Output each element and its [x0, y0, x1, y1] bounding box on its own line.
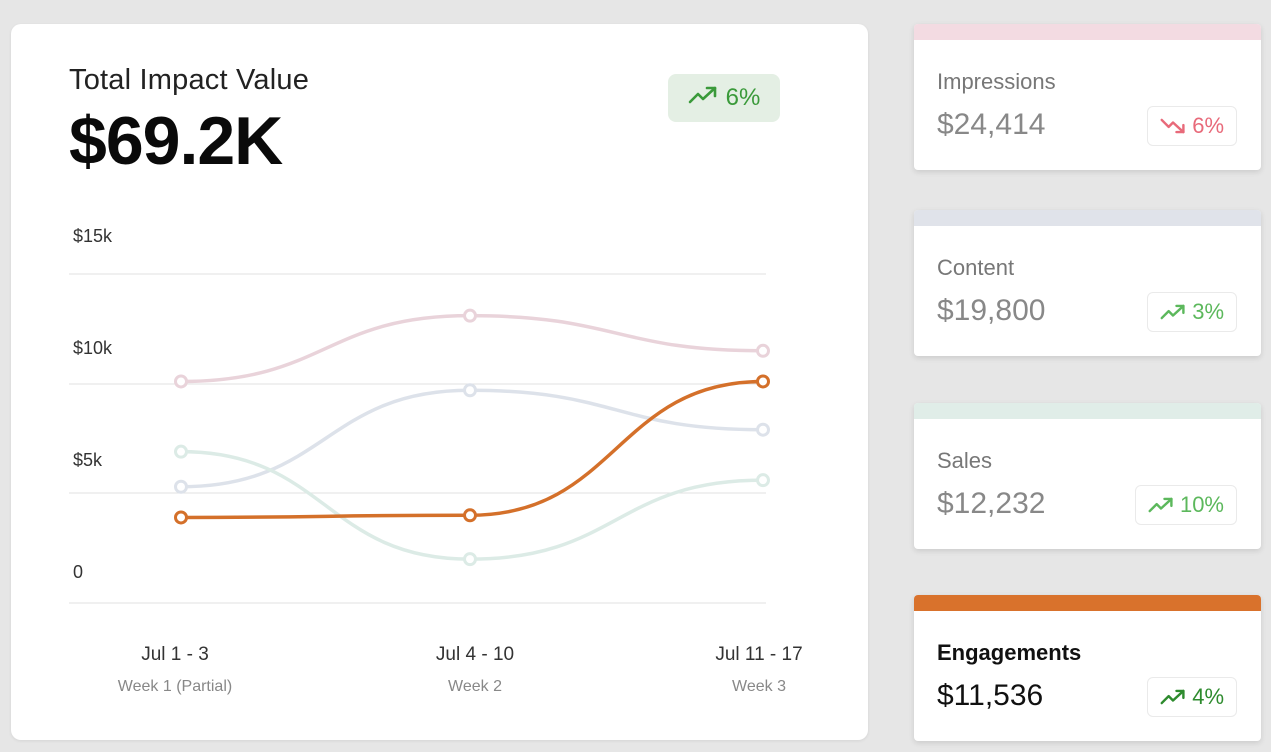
metric-card-change-text: 3%: [1192, 299, 1224, 324]
trending-up-icon: [1160, 303, 1186, 321]
metric-card-label: Impressions: [937, 69, 1056, 94]
total-impact-badge: 6%: [668, 74, 780, 122]
metric-card-change-badge: 4%: [1147, 677, 1237, 717]
data-point-engagements: [174, 510, 188, 525]
metric-card-change-text: 6%: [1192, 113, 1224, 138]
metric-card-color-bar: [914, 403, 1261, 419]
x-tick-sublabel: Week 1 (Partial): [118, 678, 232, 695]
metric-card-label: Sales: [937, 448, 993, 473]
x-tick-label: Jul 1 - 3: [141, 644, 209, 665]
x-tick-label: Jul 4 - 10: [436, 644, 514, 665]
metric-card-amount: $12,232: [937, 487, 1046, 520]
data-point-impressions: [756, 343, 770, 358]
trending-up-icon: [1148, 496, 1174, 514]
metric-card-content[interactable]: Content $19,800 3%: [914, 210, 1261, 356]
x-tick-sublabel: Week 2: [448, 678, 502, 695]
metric-card-color-bar: [914, 24, 1261, 40]
data-point-sales: [756, 473, 770, 488]
data-point-content: [756, 422, 770, 437]
data-point-engagements: [463, 508, 477, 523]
data-point-impressions: [174, 374, 188, 389]
series-line-content: [179, 388, 765, 489]
data-point-sales: [463, 552, 477, 567]
metric-card-amount: $19,800: [937, 294, 1046, 327]
metric-card-color-bar: [914, 595, 1261, 611]
trending-up-icon: [688, 84, 718, 112]
y-tick-label: 0: [73, 562, 83, 582]
trending-down-icon: [1160, 117, 1186, 135]
trending-up-icon: [1160, 688, 1186, 706]
metric-card-change-badge: 3%: [1147, 292, 1237, 332]
data-point-content: [174, 479, 188, 494]
data-point-content: [463, 383, 477, 398]
series-line-sales: [179, 449, 765, 561]
y-tick-label: $10k: [73, 338, 113, 358]
series-line-impressions: [179, 313, 765, 384]
y-tick-label: $15k: [73, 226, 113, 246]
total-impact-badge-text: 6%: [725, 84, 761, 111]
y-tick-label: $5k: [73, 450, 103, 470]
data-point-sales: [174, 444, 188, 459]
x-tick-label: Jul 11 - 17: [715, 644, 802, 665]
x-tick-sublabel: Week 3: [732, 678, 786, 695]
series-line-engagements: [179, 379, 765, 520]
metric-card-change-badge: 6%: [1147, 106, 1237, 146]
metric-card-amount: $24,414: [937, 108, 1046, 141]
total-impact-card: Total Impact Value $69.2K 6% $15k $10k $5k…: [11, 24, 868, 740]
metric-card-color-bar: [914, 210, 1261, 226]
data-point-engagements: [756, 374, 770, 389]
total-impact-value: $69.2K: [69, 103, 283, 179]
metric-card-label: Engagements: [937, 640, 1082, 665]
metric-card-label: Content: [937, 255, 1015, 280]
data-point-impressions: [463, 308, 477, 323]
metric-card-change-text: 4%: [1192, 684, 1224, 709]
total-impact-title: Total Impact Value: [69, 64, 310, 96]
metric-card-amount: $11,536: [937, 679, 1044, 712]
metric-card-change-text: 10%: [1179, 492, 1224, 517]
metric-card-sales[interactable]: Sales $12,232 10%: [914, 403, 1261, 549]
metric-card-impressions[interactable]: Impressions $24,414 6%: [914, 24, 1261, 170]
metric-card-change-badge: 10%: [1134, 485, 1237, 525]
impact-line-chart: $15k $10k $5k 0 Jul 1 - 3 Week 1 (Partial) Jul…: [69, 226, 803, 695]
metric-card-engagements[interactable]: Engagements $11,536 4%: [914, 595, 1261, 741]
